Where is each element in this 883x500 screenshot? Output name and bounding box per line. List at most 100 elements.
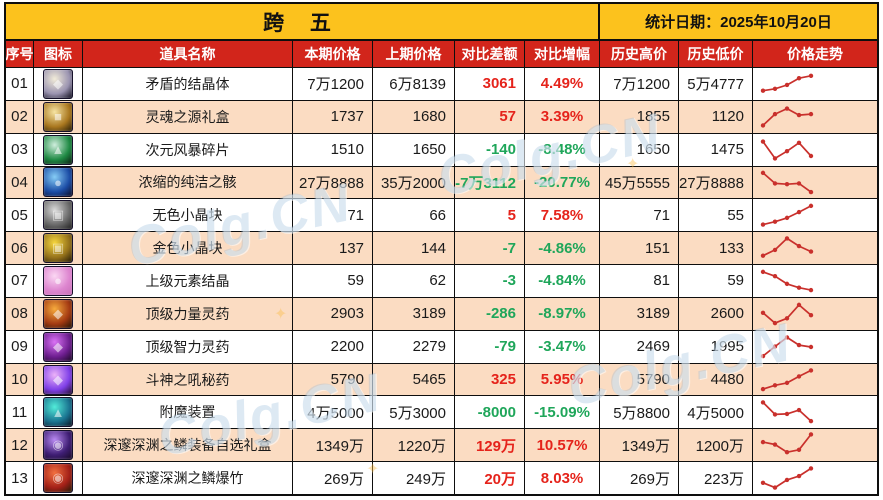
row-number: 07 [6,265,34,297]
current-price: 5790 [293,363,373,396]
item-icon-cell: ▣ [34,199,83,232]
item-icon-cell: ● [34,166,83,199]
violet-elixir-icon: ◆ [43,364,73,395]
previous-price: 249万 [373,462,455,494]
gray-cube-icon: ▣ [43,200,73,231]
history-low: 27万8888 [679,166,753,199]
price-trend-sparkline [760,334,814,358]
price-trend-cell [753,396,877,428]
history-high: 2469 [600,330,679,363]
diff-percent: -3.47% [525,330,600,363]
icon-glyph: ■ [54,109,62,125]
item-icon-cell: ◆ [34,297,83,330]
diff-percent: 4.49% [525,68,600,100]
diff-amount: -140 [455,133,525,166]
column-header-4: 上期价格 [373,41,455,67]
row-number: 13 [6,462,34,494]
diff-amount: 5 [455,199,525,232]
price-trend-sparkline [760,236,814,259]
cyan-device-icon: ▲ [43,397,73,428]
diff-percent: -4.86% [525,232,600,265]
item-icon-cell: ● [34,265,83,297]
item-icon-cell: ◉ [34,462,83,494]
item-icon-cell: ◆ [34,330,83,363]
column-header-row: 序号 图标 道具名称 本期价格 上期价格 对比差额 对比增幅 历史高价 历史低价 价格走势 [6,41,877,68]
row-number: 11 [6,396,34,429]
diff-amount: 3061 [455,68,525,100]
history-low: 1200万 [679,429,753,462]
row-number: 03 [6,133,34,166]
previous-price: 66 [373,199,455,232]
page-title: 跨 五 [6,4,600,39]
icon-glyph: ▣ [51,240,65,256]
item-name: 附魔装置 [83,396,293,429]
price-trend-sparkline [760,269,814,293]
stat-date: 统计日期：2025年10月20日 [645,14,832,31]
icon-glyph: ◉ [52,437,64,453]
row-number: 02 [6,100,34,133]
history-low: 1475 [679,133,753,166]
table-row: 09 ◆ 顶级智力灵药 2200 2279 -79 -3.47% 2469 19… [6,330,877,364]
current-price: 1737 [293,100,373,133]
icon-glyph: ◆ [53,338,63,354]
price-trend-sparkline [760,400,814,424]
current-price: 1510 [293,133,373,166]
diff-percent: 7.58% [525,199,600,232]
icon-glyph: ● [54,273,62,289]
item-name: 深邃深渊之鳞爆竹 [83,462,293,494]
column-header-8: 历史低价 [679,41,753,67]
red-firecracker-icon: ◉ [43,463,73,494]
banner: 跨 五 统计日期：2025年10月20日 [6,4,877,41]
table-row: 13 ◉ 深邃深渊之鳞爆竹 269万 249万 20万 8.03% 269万 2… [6,462,877,494]
diff-amount: -7万3112 [455,166,525,199]
item-icon-cell: ◆ [34,68,83,100]
item-icon-cell: ▲ [34,133,83,166]
item-name: 顶级力量灵药 [83,297,293,330]
previous-price: 62 [373,265,455,297]
column-header-3: 本期价格 [293,41,373,67]
diff-percent: -8.48% [525,133,600,166]
previous-price: 5465 [373,363,455,396]
price-trend-cell [753,134,877,166]
current-price: 27万8888 [293,166,373,199]
row-number: 05 [6,199,34,232]
history-high: 269万 [600,462,679,494]
diff-percent: 5.95% [525,363,600,396]
current-price: 2200 [293,330,373,363]
diff-percent: -8.97% [525,297,600,330]
diff-amount: 325 [455,363,525,396]
diff-amount: -8000 [455,396,525,429]
gold-gift-box-icon: ■ [43,101,73,132]
icon-glyph: ◆ [53,305,63,321]
history-high: 1855 [600,100,679,133]
row-number: 01 [6,68,34,100]
price-trend-cell [753,265,877,297]
item-name: 顶级智力灵药 [83,330,293,363]
item-icon-cell: ▲ [34,396,83,429]
row-number: 08 [6,297,34,330]
table-row: 06 ▣ 金色小晶块 137 144 -7 -4.86% 151 133 [6,232,877,266]
history-low: 133 [679,232,753,265]
diff-percent: 8.03% [525,462,600,494]
history-low: 4万5000 [679,396,753,429]
current-price: 2903 [293,297,373,330]
current-price: 1349万 [293,429,373,462]
green-shard-icon: ▲ [43,134,73,165]
history-low: 2600 [679,297,753,330]
row-number: 12 [6,429,34,462]
purple-potion-icon: ◆ [43,331,73,362]
previous-price: 144 [373,232,455,265]
diff-amount: -7 [455,232,525,265]
table-row: 03 ▲ 次元风暴碎片 1510 1650 -140 -8.48% 1650 1… [6,133,877,167]
table-row: 04 ● 浓缩的纯洁之骸 27万8888 35万2000 -7万3112 -20… [6,166,877,200]
history-high: 5790 [600,363,679,396]
history-low: 223万 [679,462,753,494]
item-name: 次元风暴碎片 [83,133,293,166]
icon-glyph: ▣ [51,207,65,223]
row-number: 10 [6,363,34,396]
price-trend-sparkline [760,203,814,228]
row-number: 06 [6,232,34,265]
table-row: 05 ▣ 无色小晶块 71 66 5 7.58% 71 55 [6,199,877,233]
icon-glyph: ◆ [53,75,63,91]
history-low: 1120 [679,100,753,133]
